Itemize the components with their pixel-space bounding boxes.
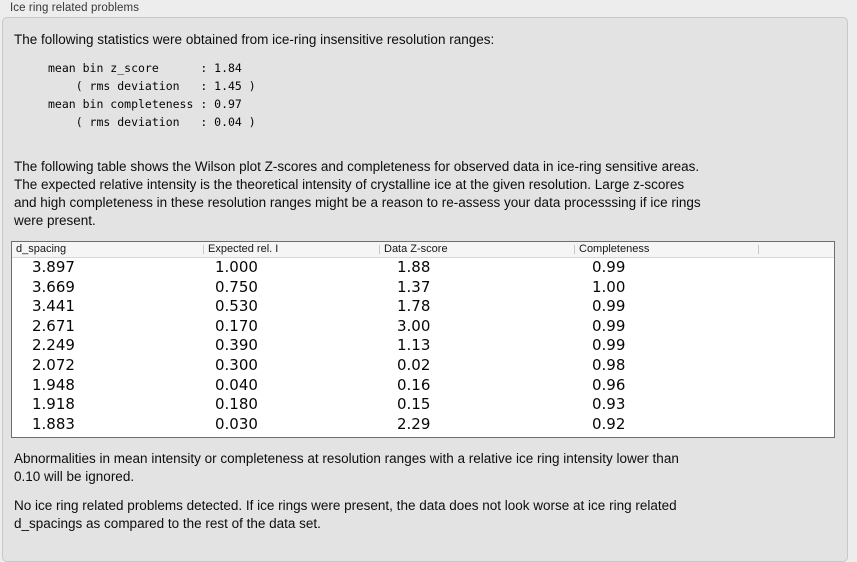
table-cell: 1.37	[397, 277, 431, 296]
table-cell: 0.99	[592, 336, 626, 355]
table-cell: 0.99	[592, 316, 626, 335]
table-cell-empty	[759, 415, 834, 435]
ice-ring-panel: The following statistics were obtained f…	[2, 17, 848, 562]
table-cell: 0.98	[592, 355, 626, 374]
table-cell: 1.78	[397, 297, 431, 316]
table-row[interactable]: 1.918 0.180 0.15 0.93	[12, 395, 834, 415]
table-row[interactable]: 3.669 0.750 1.37 1.00	[12, 278, 834, 298]
stats-summary-block: mean bin z_score : 1.84 ( rms deviation …	[48, 61, 256, 129]
table-cell: 0.040	[215, 375, 258, 394]
table-cell-empty	[759, 258, 834, 278]
table-row[interactable]: 2.249 0.390 1.13 0.99	[12, 336, 834, 356]
table-cell: 0.390	[215, 336, 258, 355]
table-cell: 1.13	[397, 336, 431, 355]
conclusion-text: No ice ring related problems detected. I…	[14, 498, 677, 532]
table-cell: 0.15	[397, 395, 431, 414]
column-header-empty[interactable]	[759, 242, 834, 257]
table-cell: 3.669	[32, 277, 75, 296]
column-header-completeness[interactable]: Completeness	[575, 242, 759, 257]
table-cell: 1.000	[215, 258, 258, 276]
table-cell: 1.883	[32, 414, 75, 433]
stats-intro-text: The following statistics were obtained f…	[14, 32, 495, 47]
panel-title: Ice ring related problems	[10, 2, 140, 14]
table-cell: 0.180	[215, 395, 258, 414]
table-cell: 3.00	[397, 316, 431, 335]
table-cell: 0.99	[592, 258, 626, 276]
table-cell: 2.249	[32, 336, 75, 355]
table-cell: 0.99	[592, 297, 626, 316]
table-cell: 1.00	[592, 277, 626, 296]
table-cell-empty	[759, 297, 834, 317]
table-cell: 0.93	[592, 395, 626, 414]
table-cell: 0.02	[397, 355, 431, 374]
table-cell-empty	[759, 317, 834, 337]
table-cell: 0.530	[215, 297, 258, 316]
table-cell: 1.918	[32, 395, 75, 414]
threshold-note-text: Abnormalities in mean intensity or compl…	[14, 451, 679, 485]
table-cell: 0.750	[215, 277, 258, 296]
table-row[interactable]: 2.072 0.300 0.02 0.98	[12, 356, 834, 376]
table-cell: 0.300	[215, 355, 258, 374]
table-cell-empty	[759, 376, 834, 396]
table-cell-empty	[759, 395, 834, 415]
table-row[interactable]: 3.441 0.530 1.78 0.99	[12, 297, 834, 317]
table-header-row: d_spacing Expected rel. I Data Z-score Comp…	[12, 242, 834, 258]
column-header-data-z-score[interactable]: Data Z-score	[380, 242, 575, 257]
table-cell-empty	[759, 356, 834, 376]
table-cell: 0.16	[397, 375, 431, 394]
table-row[interactable]: 1.883 0.030 2.29 0.92	[12, 415, 834, 435]
table-row[interactable]: 2.671 0.170 3.00 0.99	[12, 317, 834, 337]
table-cell-empty	[759, 336, 834, 356]
table-cell: 1.948	[32, 375, 75, 394]
table-body: 3.897 1.000 1.88 0.99 3.669 0.750 1.37 1.00 3.44…	[12, 258, 834, 437]
column-header-expected-rel-i[interactable]: Expected rel. I	[204, 242, 380, 257]
table-cell-empty	[759, 278, 834, 298]
panel-content: The following statistics were obtained f…	[3, 31, 847, 533]
table-cell: 3.897	[32, 258, 75, 276]
table-cell: 1.88	[397, 258, 431, 276]
ice-ring-table: d_spacing Expected rel. I Data Z-score Comp…	[11, 241, 835, 439]
table-cell: 0.92	[592, 414, 626, 433]
table-row[interactable]: 1.948 0.040 0.16 0.96	[12, 376, 834, 396]
table-cell: 2.072	[32, 355, 75, 374]
table-cell: 2.671	[32, 316, 75, 335]
column-header-d-spacing[interactable]: d_spacing	[12, 242, 204, 257]
table-cell: 2.29	[397, 414, 431, 433]
table-cell: 0.030	[215, 414, 258, 433]
table-cell: 0.96	[592, 375, 626, 394]
table-cell: 3.441	[32, 297, 75, 316]
table-row[interactable]: 3.897 1.000 1.88 0.99	[12, 258, 834, 278]
table-cell: 0.170	[215, 316, 258, 335]
table-description-text: The following table shows the Wilson plo…	[14, 159, 701, 228]
